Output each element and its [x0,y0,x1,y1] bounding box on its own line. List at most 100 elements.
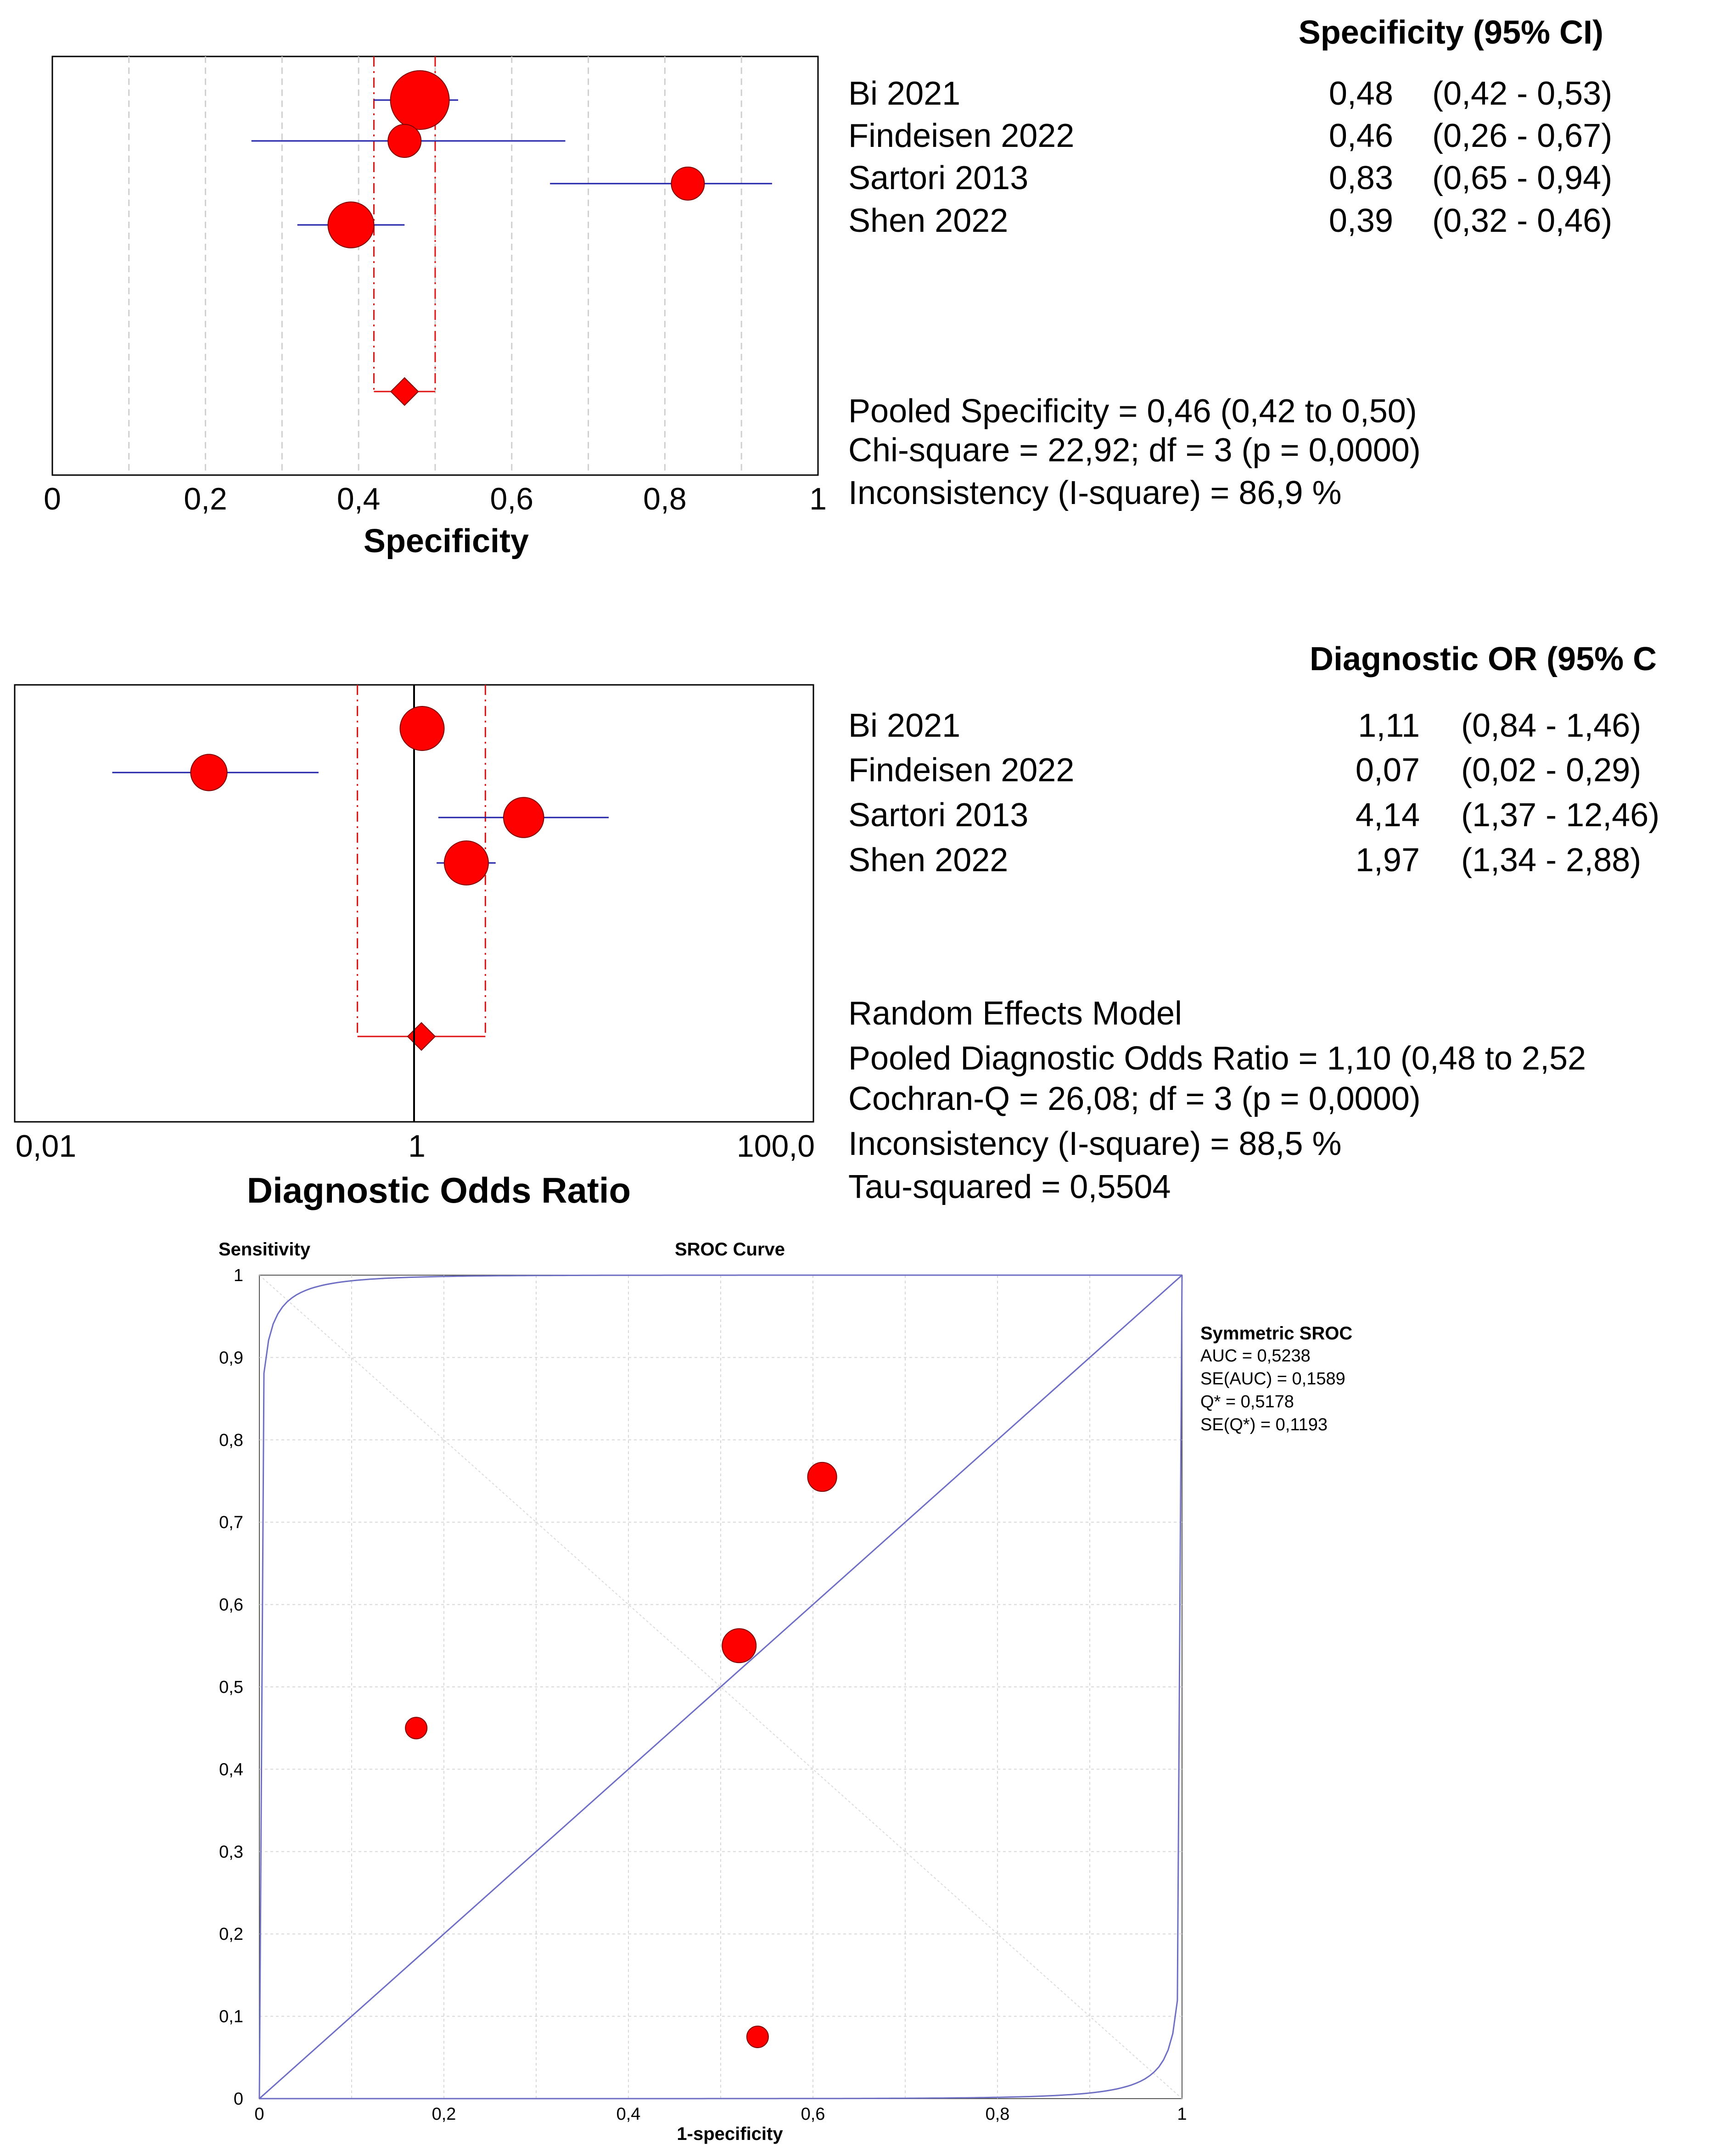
specificity-tick-label: 0,2 [184,482,227,516]
specificity-study-value: 0,46 [1329,118,1393,154]
sroc-legend-line: SE(AUC) = 0,1589 [1200,1369,1345,1389]
sroc-legend-title: Symmetric SROC [1200,1323,1352,1344]
dor-tick-label: 0,01 [16,1129,76,1164]
specificity-study-name: Findeisen 2022 [848,118,1074,154]
sroc-study-point [722,1628,757,1663]
dor-study-name: Bi 2021 [848,707,960,744]
sroc-y-tick-label: 0,3 [219,1842,243,1862]
dor-summary-line: Tau-squared = 0,5504 [848,1169,1171,1205]
specificity-pooled-estimate [373,56,436,406]
specificity-tick-label: 0,8 [643,482,687,516]
dor-study-name: Findeisen 2022 [848,752,1074,789]
sroc-x-tick-label: 0,4 [616,2105,641,2124]
dor-study-ci: (1,34 - 2,88) [1461,842,1641,879]
specificity-study-ci: (0,32 - 0,46) [1432,202,1612,239]
specificity-summary-line: Chi-square = 22,92; df = 3 (p = 0,0000) [848,432,1421,469]
sroc-symmetric-line [259,1274,1182,2100]
sroc-lower-curve [259,1275,1183,2100]
sroc-study-points [405,1462,837,2048]
dor-study-value: 1,97 [1356,842,1420,879]
specificity-study-ci: (0,42 - 0,53) [1432,75,1612,112]
sroc-tick-labels: 0 0,2 0,4 0,6 0,8 1 0 0,1 0,2 0,3 0,4 0,5 0,6 0,7 0,8 0… [219,1266,1187,2124]
dor-study-name: Shen 2022 [848,842,1008,879]
specificity-summary-text: Pooled Specificity = 0,46 (0,42 to 0,50)… [848,393,1421,511]
sroc-y-tick-label: 0,8 [219,1431,243,1450]
sroc-study-point [405,1717,428,1740]
dor-study-name: Sartori 2013 [848,797,1028,834]
dor-tick-label: 1 [408,1129,426,1164]
sroc-legend-line: Q* = 0,5178 [1200,1392,1294,1411]
specificity-tick-label: 0 [44,482,61,516]
dor-tick-label: 100,0 [737,1129,815,1164]
specificity-study-name: Sartori 2013 [848,160,1028,196]
sroc-y-tick-label: 0,2 [219,1925,243,1944]
specificity-pooled-diamond [390,377,419,406]
diagnostic-or-forest-plot: 0,01 1 100,0 Diagnostic Odds Ratio Diagnos… [14,641,1659,1210]
dor-study-ci: (1,37 - 12,46) [1461,797,1659,834]
specificity-gridlines [128,56,742,475]
specificity-study-value: 0,48 [1329,75,1393,112]
sroc-y-tick-label: 0,1 [219,2007,243,2027]
sroc-x-axis-label: 1-specificity [677,2124,783,2144]
sroc-x-tick-label: 0 [254,2105,264,2124]
sroc-x-tick-label: 0,6 [801,2105,825,2124]
dor-summary-line: Random Effects Model [848,995,1182,1032]
specificity-study-table: Bi 2021 0,48 (0,42 - 0,53) Findeisen 2022 0,… [848,75,1612,239]
specificity-tick-label: 0,6 [490,482,534,516]
sroc-y-tick-label: 0,5 [219,1678,243,1697]
specificity-forest-plot: 0 0,2 0,4 0,6 0,8 1 Specificity Specificity (… [44,14,1612,560]
specificity-tick-labels: 0 0,2 0,4 0,6 0,8 1 [44,482,827,516]
specificity-study-ci: (0,26 - 0,67) [1432,118,1612,154]
specificity-study-marker [327,202,375,248]
sroc-title: SROC Curve [675,1239,785,1260]
dor-summary-text: Random Effects Model Pooled Diagnostic Od… [848,995,1586,1205]
sroc-upper-curve [258,1274,1182,2099]
sroc-curves [258,1274,1183,2100]
specificity-tick-label: 1 [809,482,827,516]
specificity-study-marker [671,167,705,201]
dor-study-marker [503,797,544,838]
dor-summary-line: Inconsistency (I-square) = 88,5 % [848,1126,1342,1162]
dor-study-marker [399,706,445,751]
dor-study-markers [112,706,609,885]
sroc-x-tick-label: 0,8 [986,2105,1010,2124]
dor-column-header: Diagnostic OR (95% C [1310,641,1657,678]
sroc-y-tick-label: 0 [234,2089,243,2109]
sroc-y-tick-label: 1 [234,1266,243,1285]
specificity-study-marker [387,124,422,158]
sroc-y-tick-label: 0,6 [219,1596,243,1615]
specificity-tick-label: 0,4 [337,482,381,516]
sroc-study-point [746,2025,769,2048]
sroc-x-tick-label: 1 [1177,2105,1187,2124]
dor-summary-line: Cochran-Q = 26,08; df = 3 (p = 0,0000) [848,1081,1421,1117]
specificity-study-name: Shen 2022 [848,202,1008,239]
dor-study-marker [443,840,489,885]
specificity-study-value: 0,83 [1329,160,1393,196]
specificity-study-ci: (0,65 - 0,94) [1432,160,1612,196]
specificity-study-value: 0,39 [1329,202,1393,239]
specificity-column-header: Specificity (95% CI) [1299,14,1603,51]
specificity-summary-line: Pooled Specificity = 0,46 (0,42 to 0,50) [848,393,1417,430]
dor-study-ci: (0,84 - 1,46) [1461,707,1641,744]
dor-study-value: 1,11 [1358,707,1420,744]
dor-summary-line: Pooled Diagnostic Odds Ratio = 1,10 (0,4… [848,1040,1586,1077]
sroc-y-axis-label: Sensitivity [219,1239,311,1260]
dor-study-table: Bi 2021 1,11 (0,84 - 1,46) Findeisen 2022 0,… [848,707,1659,879]
sroc-y-tick-label: 0,4 [219,1760,243,1779]
sroc-x-tick-label: 0,2 [432,2105,456,2124]
specificity-summary-line: Inconsistency (I-square) = 86,9 % [848,475,1342,511]
dor-study-ci: (0,02 - 0,29) [1461,752,1641,789]
dor-x-axis-label: Diagnostic Odds Ratio [247,1170,631,1210]
sroc-legend-line: AUC = 0,5238 [1200,1346,1311,1366]
dor-study-value: 4,14 [1356,797,1420,834]
dor-study-marker [190,754,228,791]
specificity-study-name: Bi 2021 [848,75,960,112]
dor-tick-labels: 0,01 1 100,0 [16,1129,815,1164]
specificity-study-marker [390,70,450,130]
sroc-plot: Sensitivity SROC Curve 0 0,2 0,4 0,6 0,8 1 0 0,… [219,1239,1352,2144]
specificity-x-axis-label: Specificity [364,523,529,560]
sroc-y-tick-label: 0,7 [219,1513,243,1532]
specificity-study-markers [251,70,772,248]
